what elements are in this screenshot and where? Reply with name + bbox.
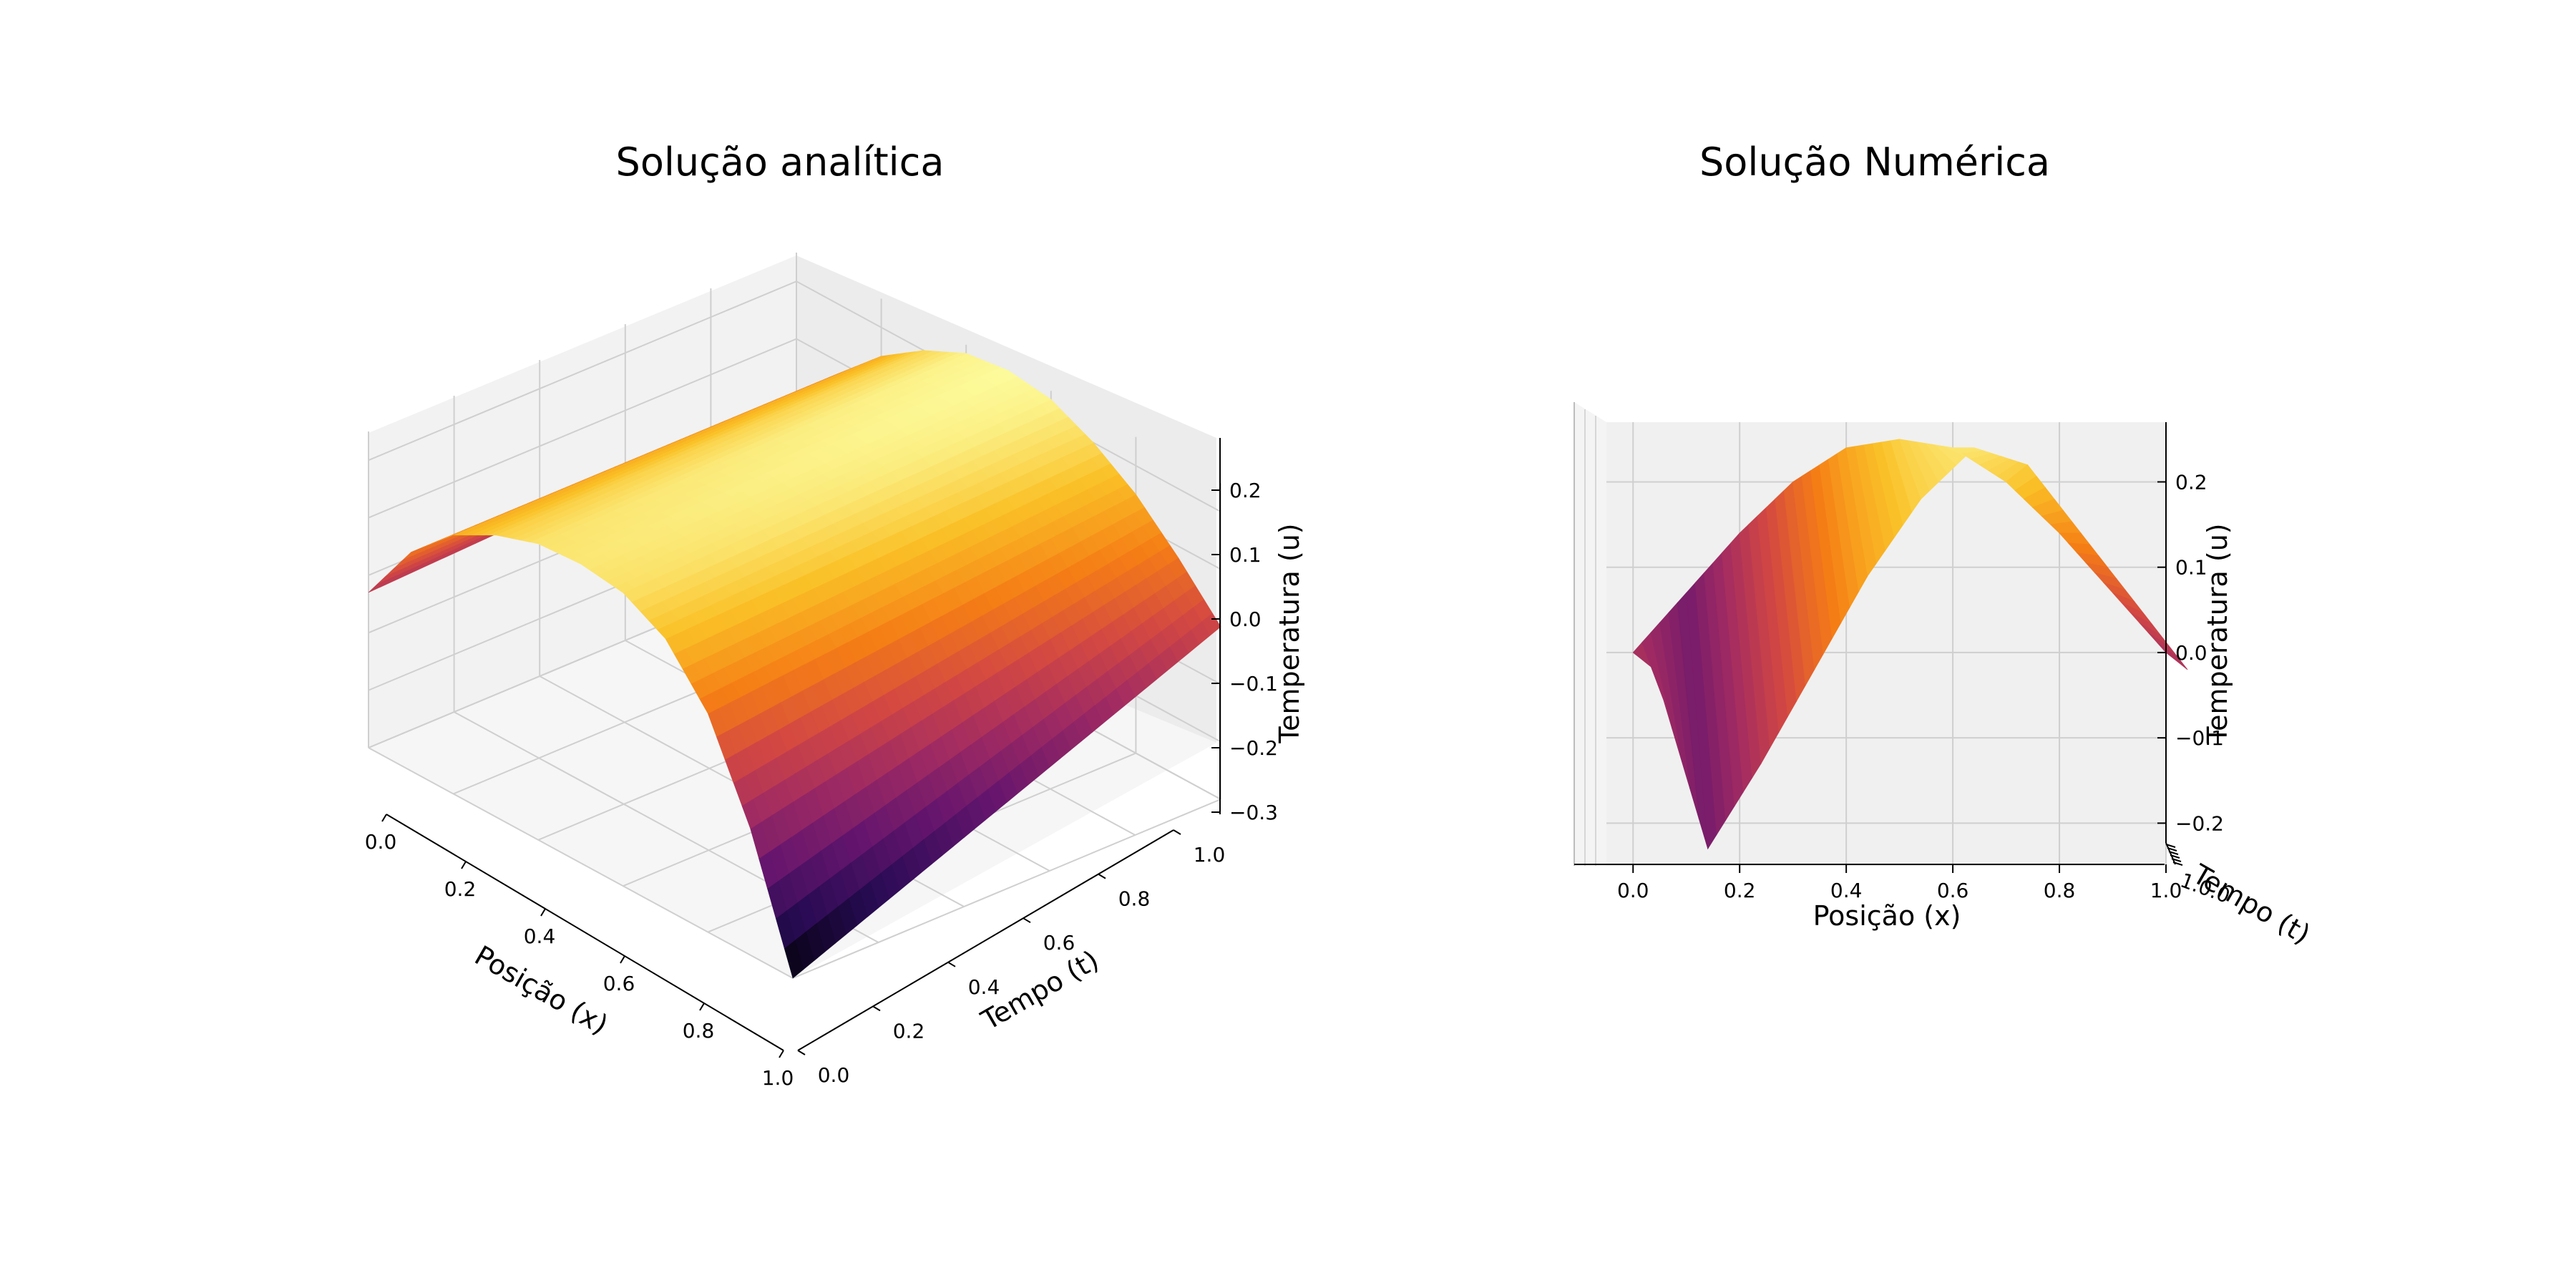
- right-pane-left-wall: [1574, 402, 1606, 866]
- tick-label: 0.8: [683, 1019, 715, 1043]
- t-axis-line: [2165, 842, 2176, 865]
- analytic-surface: [368, 350, 1221, 979]
- tick-mark: [947, 961, 956, 967]
- tick-label: 0.0: [1617, 879, 1649, 902]
- tick-label: 0.4: [1830, 879, 1863, 902]
- tick-mark: [2171, 858, 2182, 862]
- tick-label: 0.0: [818, 1063, 850, 1087]
- tick-label: 0.6: [1043, 931, 1075, 955]
- tick-mark: [1023, 917, 1031, 924]
- tick-label: 1.0: [762, 1066, 794, 1090]
- gridline: [792, 799, 1221, 979]
- analytic-solution-panel: 0.00.20.40.60.81.0 0.00.20.40.60.81.0−0.3…: [365, 140, 1305, 1090]
- gridline: [368, 747, 794, 979]
- tick-label: 0.6: [603, 972, 635, 995]
- tick-label: 0.2: [444, 877, 477, 901]
- tick-label: 0.2: [1724, 879, 1756, 902]
- tick-mark: [461, 861, 467, 869]
- tick-label: 0.0: [2175, 641, 2207, 665]
- tick-mark: [2168, 851, 2179, 855]
- tick-label: 0.6: [1937, 879, 1969, 902]
- tick-label: −0.2: [1229, 736, 1278, 760]
- tick-mark: [2172, 862, 2183, 866]
- tick-label: 0.8: [2044, 879, 2076, 902]
- tick-label: 0.0: [1229, 608, 1262, 631]
- tick-label: 0.2: [1229, 479, 1262, 502]
- tick-mark: [381, 814, 387, 822]
- right-x-axis-label: Posição (x): [1813, 900, 1961, 932]
- left-tick-labels: 0.00.20.40.60.81.0 0.00.20.40.60.81.0−0.3…: [365, 479, 1278, 1090]
- tick-mark: [620, 955, 625, 964]
- tick-label: 1.0: [2150, 879, 2182, 902]
- tick-label: 0.4: [524, 924, 556, 948]
- tick-mark: [872, 1005, 881, 1012]
- tick-label: −0.1: [2175, 726, 2224, 750]
- left-x-axis-label: Posição (x): [469, 940, 613, 1041]
- t-axis-line: [797, 829, 1174, 1051]
- right-tick-labels: 0.0 0.2 0.4 0.6 0.8 1.0 −0.2 −0.1 0.0 0.1 0.2: [1617, 470, 2224, 902]
- tick-label: 0.8: [1118, 887, 1151, 911]
- tick-mark: [2170, 854, 2180, 859]
- tick-mark: [540, 908, 546, 917]
- tick-label: 0.1: [1229, 543, 1262, 567]
- tick-label: 0.2: [893, 1019, 925, 1043]
- tick-label: 1.0: [1194, 843, 1226, 867]
- tick-mark: [2165, 844, 2176, 848]
- left-axis-lines: [386, 438, 1221, 1051]
- tick-label: 0.2: [2175, 470, 2207, 494]
- tick-mark: [699, 1002, 705, 1011]
- numerical-solution-panel: 0.0 0.2 0.4 0.6 0.8 1.0 −0.2 −0.1 0.0 0.1 0.2 Solu…: [1574, 140, 2316, 950]
- right-t-axis-label: Tempo (t): [2187, 858, 2316, 950]
- tick-label: 0.4: [968, 975, 1000, 999]
- numerical-surface: [1632, 439, 2188, 850]
- right-axis-lines: [1574, 422, 2176, 865]
- tick-label: −0.1: [1229, 672, 1278, 696]
- right-chart-title: Solução Numérica: [1699, 140, 2050, 185]
- tick-label: 0.0: [365, 830, 397, 854]
- tick-mark: [1098, 873, 1106, 879]
- left-z-axis-label: Temperatura (u): [1274, 523, 1305, 743]
- tick-label: −0.3: [1229, 801, 1278, 824]
- tick-mark: [797, 1050, 806, 1055]
- x-axis-line: [386, 814, 784, 1051]
- tick-mark: [1173, 829, 1181, 835]
- right-z-axis-label: Temperatura (u): [2202, 523, 2233, 743]
- tick-mark: [779, 1050, 784, 1058]
- left-chart-title: Solução analítica: [616, 140, 945, 185]
- tick-label: 0.1: [2175, 556, 2207, 580]
- tick-mark: [2167, 847, 2177, 852]
- tick-label: −0.2: [2175, 811, 2224, 835]
- surface-facet: [368, 579, 389, 593]
